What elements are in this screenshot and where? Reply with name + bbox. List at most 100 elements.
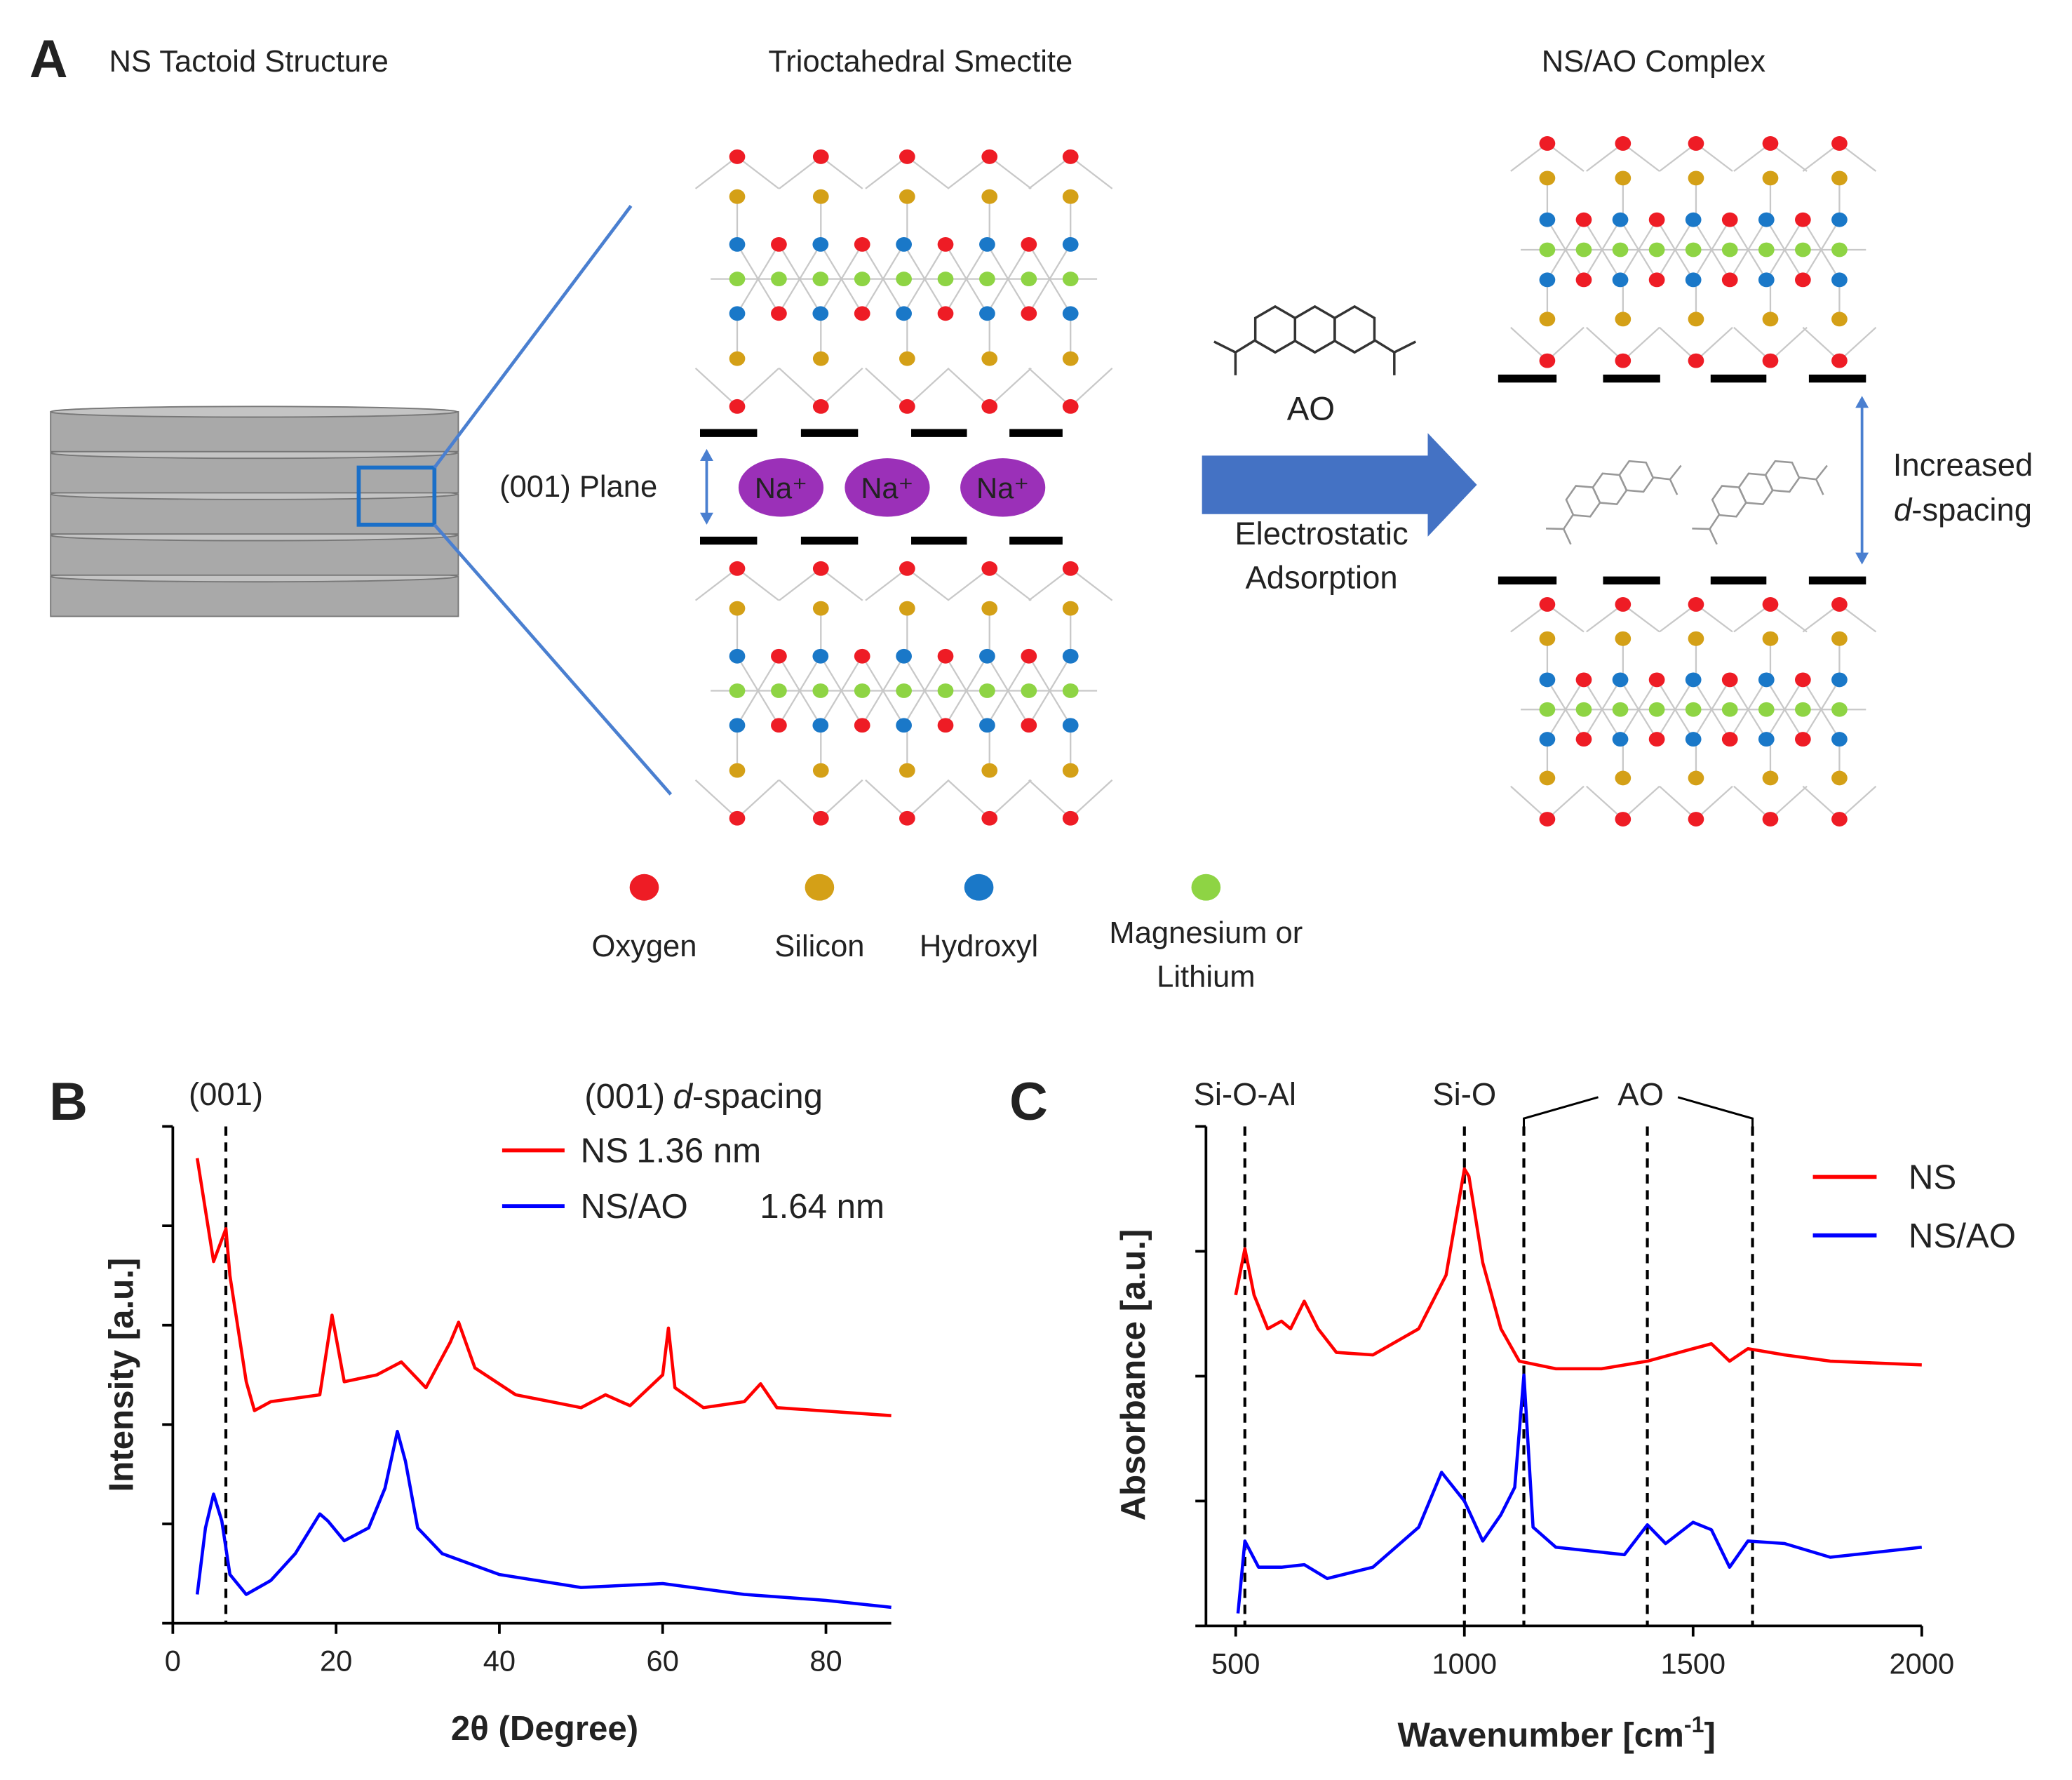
atom bbox=[1685, 672, 1702, 688]
atom bbox=[1685, 702, 1702, 717]
atom bbox=[1688, 312, 1704, 327]
atom bbox=[1688, 597, 1704, 612]
legend-swatch bbox=[805, 874, 835, 901]
bond bbox=[820, 367, 863, 408]
bond bbox=[1510, 785, 1548, 820]
atom bbox=[1062, 306, 1079, 321]
atom bbox=[1612, 242, 1629, 257]
bond bbox=[694, 367, 738, 408]
ring bbox=[1764, 460, 1801, 493]
lattice bbox=[694, 149, 1113, 414]
atom bbox=[1688, 770, 1704, 786]
atom bbox=[1062, 272, 1079, 287]
atom bbox=[729, 648, 746, 664]
atom bbox=[1758, 272, 1775, 288]
bond bbox=[1695, 326, 1733, 361]
atom bbox=[1831, 770, 1848, 786]
layer bbox=[50, 410, 459, 453]
atom bbox=[729, 718, 746, 733]
atom bbox=[812, 763, 829, 778]
atom bbox=[1575, 702, 1592, 717]
atom bbox=[1539, 672, 1556, 688]
atom bbox=[1062, 601, 1079, 616]
atom bbox=[812, 189, 829, 204]
layer bbox=[50, 452, 459, 494]
atom bbox=[981, 810, 998, 826]
ring bbox=[1618, 460, 1655, 493]
atom bbox=[1539, 631, 1556, 646]
atom bbox=[1539, 702, 1556, 717]
x-tick-label: 500 bbox=[1211, 1647, 1260, 1680]
peak-label: AO bbox=[1617, 1076, 1664, 1112]
atom bbox=[899, 149, 915, 164]
x-axis-label: Wavenumber [cm-1] bbox=[1397, 1712, 1715, 1755]
ion-label: Na⁺ bbox=[976, 471, 1029, 504]
spacing-rest: -spacing bbox=[1911, 492, 2032, 528]
atom bbox=[1021, 236, 1037, 252]
atom bbox=[854, 718, 870, 733]
bond bbox=[1659, 326, 1697, 361]
atom bbox=[1615, 597, 1632, 612]
atom bbox=[1795, 212, 1811, 227]
legend-swatch bbox=[629, 874, 659, 901]
atom bbox=[1721, 242, 1738, 257]
atom bbox=[1762, 770, 1779, 786]
legend-title-main: (001) bbox=[584, 1077, 665, 1116]
legend-title-italic: d bbox=[673, 1077, 694, 1116]
bond bbox=[1802, 326, 1841, 361]
atom bbox=[729, 763, 746, 778]
bond bbox=[736, 156, 780, 189]
amine bbox=[1213, 339, 1417, 375]
atom bbox=[1762, 631, 1779, 646]
amine bbox=[1546, 464, 1682, 545]
ion-label: Na⁺ bbox=[861, 471, 913, 504]
x-tick-label: 0 bbox=[165, 1645, 181, 1678]
panel-label: B bbox=[49, 1072, 88, 1132]
atom bbox=[854, 272, 870, 287]
atom bbox=[1062, 810, 1079, 826]
bond bbox=[947, 779, 990, 819]
atom bbox=[1648, 242, 1665, 257]
atom bbox=[937, 648, 954, 664]
legend-label: Lithium bbox=[1157, 961, 1255, 994]
bond bbox=[1028, 568, 1071, 601]
bond bbox=[779, 568, 821, 601]
bond bbox=[1838, 326, 1877, 361]
atom bbox=[812, 272, 829, 287]
ring bbox=[1592, 472, 1628, 505]
amine bbox=[1692, 464, 1828, 545]
bond bbox=[1547, 326, 1585, 361]
atom bbox=[896, 236, 912, 252]
atom bbox=[1685, 212, 1702, 227]
atom bbox=[1721, 702, 1738, 717]
bond bbox=[906, 156, 950, 189]
atom bbox=[1685, 242, 1702, 257]
atom bbox=[729, 236, 746, 252]
bond bbox=[1659, 785, 1697, 820]
legend-label: Silicon bbox=[774, 930, 864, 963]
peak-bracket bbox=[1523, 1096, 1754, 1127]
atom bbox=[1688, 353, 1704, 368]
x-tick-label: 2000 bbox=[1889, 1647, 1954, 1680]
bond bbox=[989, 156, 1032, 189]
atom bbox=[896, 306, 912, 321]
atom bbox=[1539, 312, 1556, 327]
ring bbox=[1333, 305, 1376, 354]
spacing-label: d-spacing bbox=[1894, 492, 2032, 528]
y-axis-label: Intensity [a.u.] bbox=[102, 1258, 141, 1492]
atom bbox=[812, 601, 829, 616]
atom bbox=[812, 648, 829, 664]
bond bbox=[988, 779, 1032, 819]
bond bbox=[736, 568, 780, 601]
atom bbox=[1795, 732, 1811, 747]
bond bbox=[1586, 326, 1624, 361]
bond bbox=[988, 367, 1032, 408]
atom bbox=[1688, 170, 1704, 186]
atom bbox=[1831, 170, 1848, 186]
atom bbox=[979, 306, 995, 321]
atom bbox=[1575, 272, 1592, 288]
atom bbox=[981, 189, 998, 204]
atom bbox=[1831, 702, 1848, 717]
atom bbox=[1831, 242, 1848, 257]
